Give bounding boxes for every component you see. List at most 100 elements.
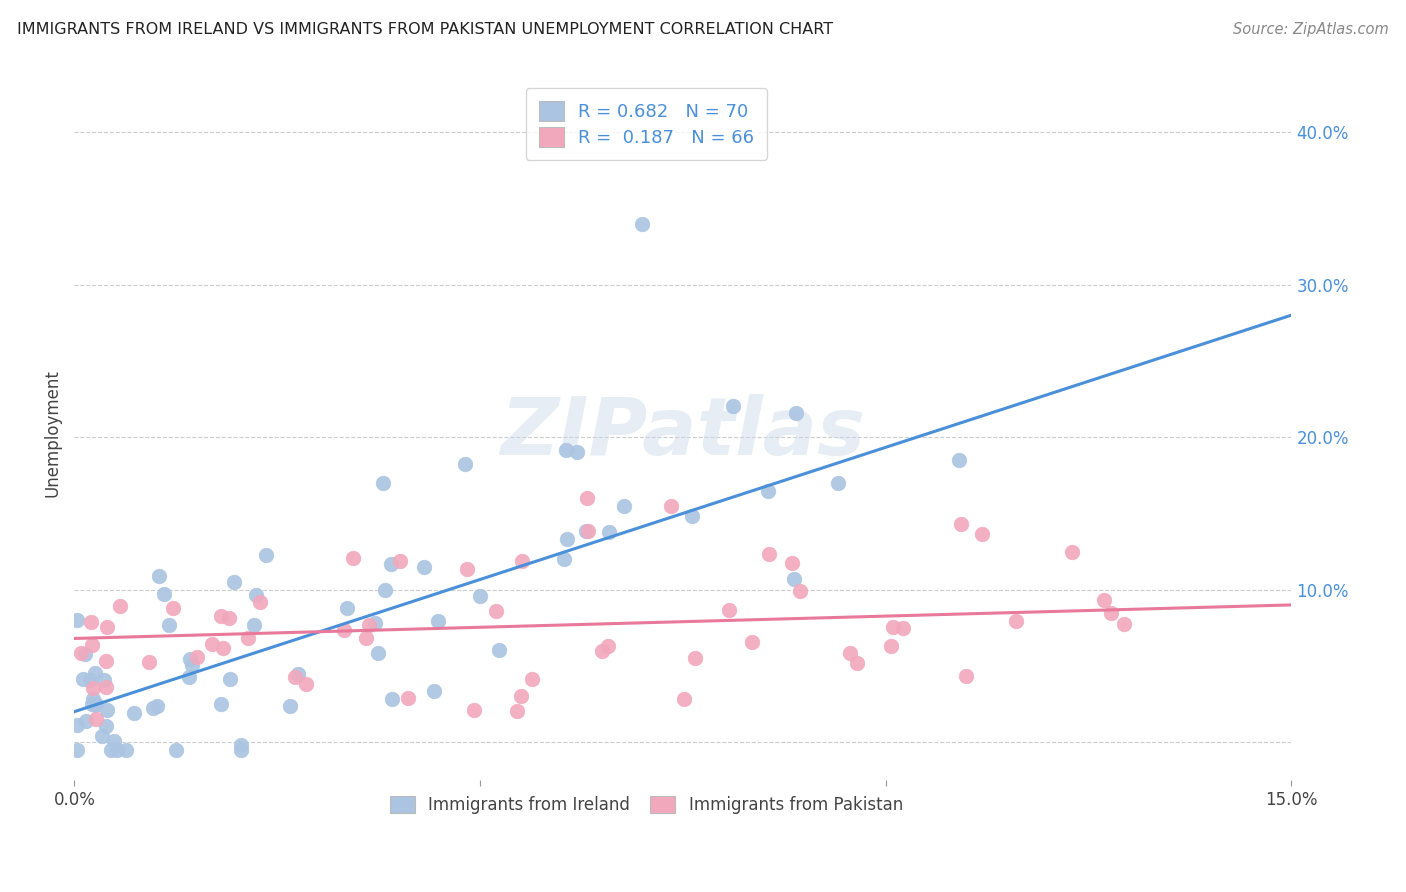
Point xyxy=(741,635,763,649)
Point xyxy=(613,499,636,513)
Point xyxy=(389,554,412,568)
Point xyxy=(380,557,402,571)
Point xyxy=(683,650,706,665)
Point xyxy=(948,453,970,467)
Point xyxy=(591,643,613,657)
Point xyxy=(756,483,779,498)
Point xyxy=(555,532,578,546)
Point xyxy=(278,698,301,713)
Point xyxy=(553,552,575,566)
Point xyxy=(659,499,682,513)
Point xyxy=(103,734,125,748)
Point xyxy=(789,583,811,598)
Point xyxy=(212,641,235,656)
Point xyxy=(243,617,266,632)
Point xyxy=(79,673,101,687)
Text: IMMIGRANTS FROM IRELAND VS IMMIGRANTS FROM PAKISTAN UNEMPLOYMENT CORRELATION CHA: IMMIGRANTS FROM IRELAND VS IMMIGRANTS FR… xyxy=(17,22,832,37)
Y-axis label: Unemployment: Unemployment xyxy=(44,369,60,497)
Point xyxy=(364,616,387,631)
Point xyxy=(509,690,531,704)
Point xyxy=(66,717,89,731)
Point xyxy=(295,677,318,691)
Point xyxy=(598,525,620,540)
Point xyxy=(83,698,105,712)
Point xyxy=(427,614,450,628)
Point xyxy=(423,683,446,698)
Point xyxy=(90,729,112,743)
Point xyxy=(201,637,224,651)
Point xyxy=(146,699,169,714)
Point xyxy=(554,442,576,457)
Point xyxy=(371,475,394,490)
Point xyxy=(224,574,246,589)
Point xyxy=(138,655,160,669)
Point xyxy=(70,646,93,660)
Point xyxy=(82,638,104,652)
Point xyxy=(75,647,97,661)
Point xyxy=(506,704,529,718)
Point xyxy=(721,400,744,414)
Point xyxy=(218,672,240,686)
Point xyxy=(488,643,510,657)
Point xyxy=(342,550,364,565)
Point xyxy=(181,658,204,673)
Point xyxy=(229,743,252,757)
Point xyxy=(785,406,807,420)
Point xyxy=(882,620,904,634)
Point xyxy=(236,631,259,645)
Point xyxy=(681,508,703,523)
Point xyxy=(254,548,277,562)
Point xyxy=(454,458,477,472)
Point xyxy=(839,646,862,660)
Point xyxy=(783,572,806,586)
Point xyxy=(177,670,200,684)
Point xyxy=(142,701,165,715)
Point xyxy=(485,604,508,618)
Point xyxy=(970,527,993,541)
Point xyxy=(249,595,271,609)
Point xyxy=(631,217,654,231)
Point xyxy=(66,743,89,757)
Point xyxy=(148,568,170,582)
Point xyxy=(955,669,977,683)
Point xyxy=(596,639,619,653)
Legend: Immigrants from Ireland, Immigrants from Pakistan: Immigrants from Ireland, Immigrants from… xyxy=(380,786,912,824)
Point xyxy=(157,617,180,632)
Text: Source: ZipAtlas.com: Source: ZipAtlas.com xyxy=(1233,22,1389,37)
Point xyxy=(456,561,478,575)
Point xyxy=(880,640,903,654)
Point xyxy=(510,554,533,568)
Point xyxy=(374,583,396,598)
Point xyxy=(567,445,589,459)
Point xyxy=(209,697,232,711)
Point xyxy=(1005,614,1028,628)
Point xyxy=(75,714,97,728)
Point xyxy=(100,743,122,757)
Point xyxy=(105,743,128,757)
Point xyxy=(357,617,380,632)
Point xyxy=(152,587,174,601)
Point xyxy=(83,665,105,680)
Point xyxy=(186,649,208,664)
Point xyxy=(94,681,117,695)
Point xyxy=(72,672,94,686)
Point xyxy=(758,548,780,562)
Point xyxy=(332,624,354,638)
Point xyxy=(231,739,253,753)
Point xyxy=(1099,606,1122,620)
Point xyxy=(162,601,184,615)
Point xyxy=(354,631,377,645)
Point xyxy=(94,654,117,668)
Point xyxy=(93,673,115,688)
Point xyxy=(108,599,131,613)
Point xyxy=(381,692,404,706)
Point xyxy=(96,703,118,717)
Point xyxy=(1062,545,1084,559)
Point xyxy=(463,703,485,717)
Point xyxy=(718,603,741,617)
Point xyxy=(470,589,492,603)
Point xyxy=(283,670,305,684)
Point xyxy=(673,692,696,706)
Point xyxy=(84,698,107,712)
Text: ZIPatlas: ZIPatlas xyxy=(501,394,865,473)
